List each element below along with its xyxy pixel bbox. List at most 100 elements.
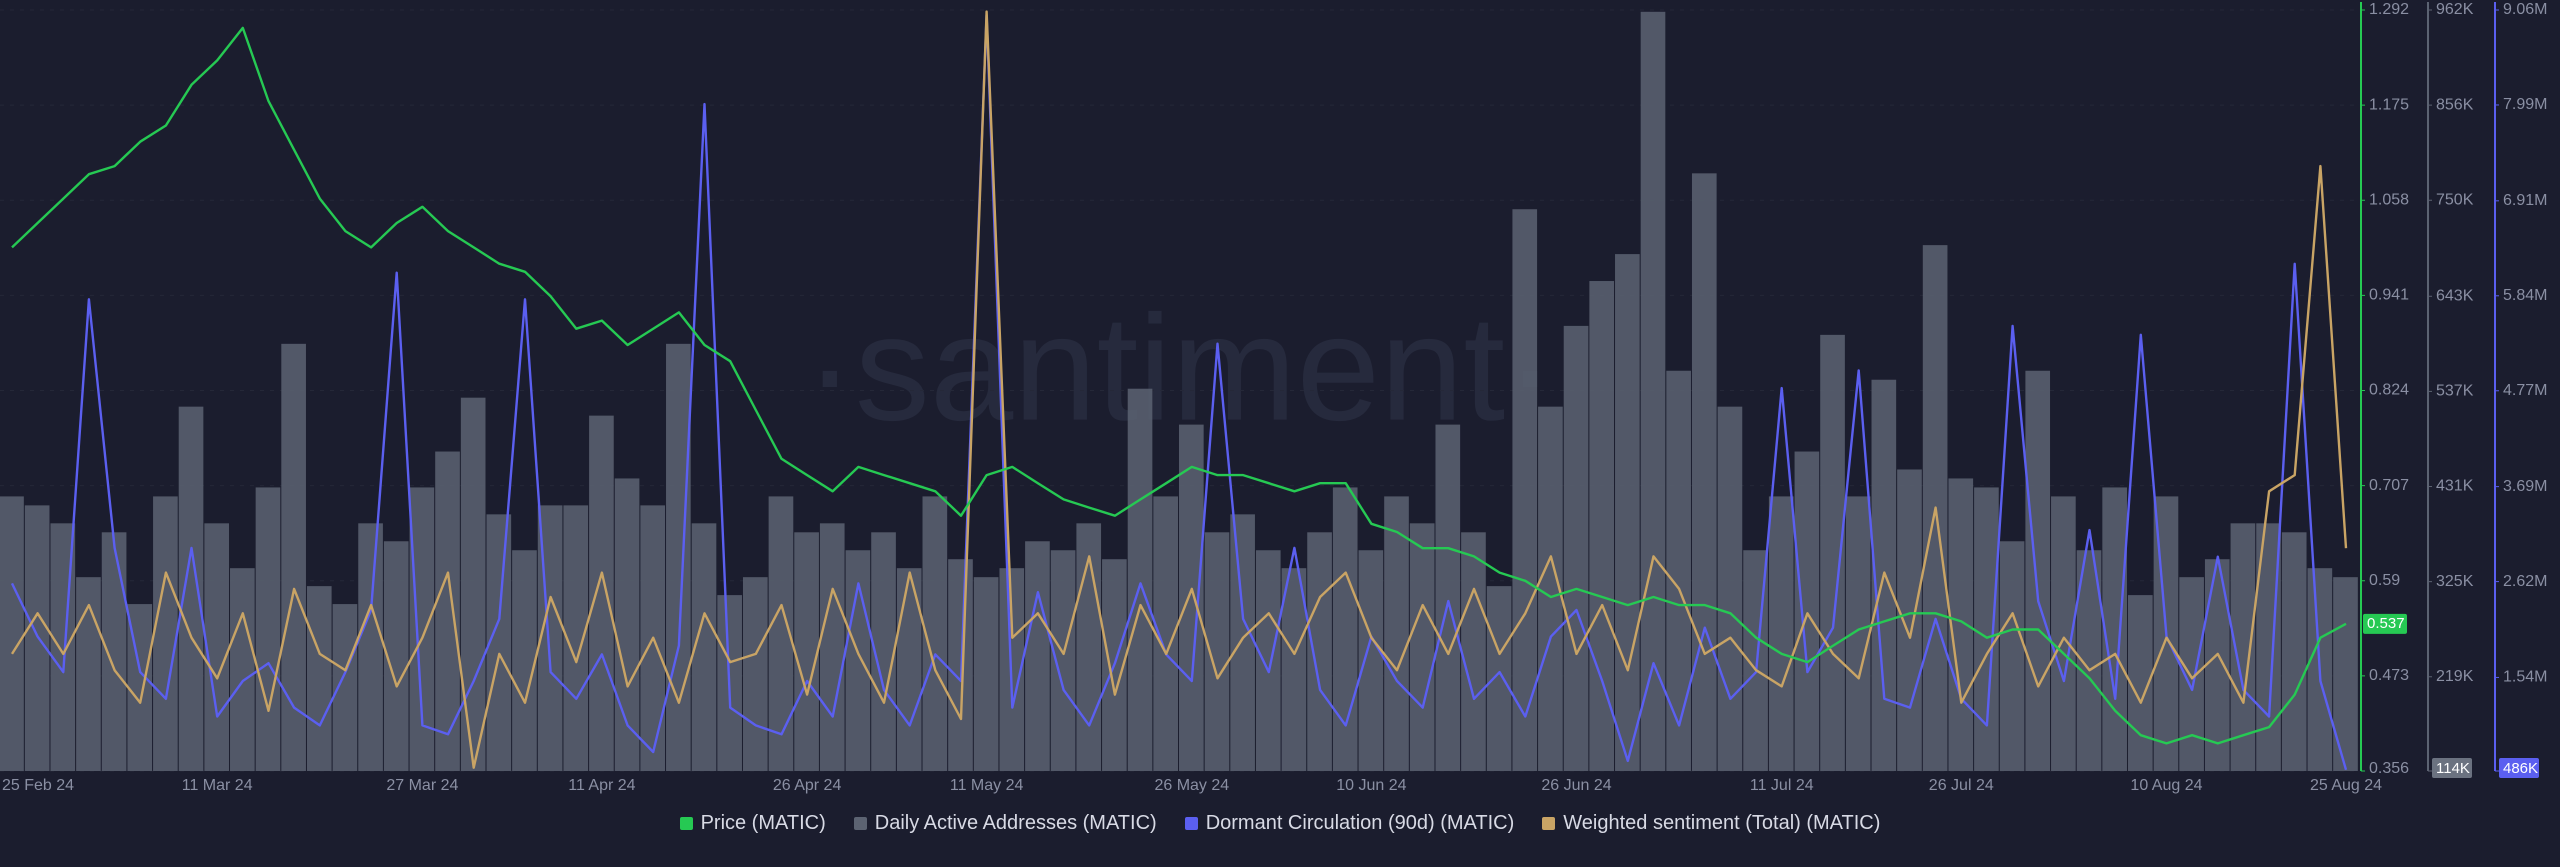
y-tick-label: 1.058 <box>2369 191 2409 208</box>
bar <box>1486 586 1512 771</box>
bar <box>1589 281 1615 771</box>
bar <box>1768 496 1794 771</box>
y-tick-label: 0.356 <box>2369 760 2409 777</box>
bar <box>1461 532 1486 771</box>
price-badge-label: 0.537 <box>2367 615 2405 632</box>
y-tick-label: 750K <box>2436 191 2474 208</box>
legend-label: Price (MATIC) <box>700 812 826 834</box>
y-tick-label: 537K <box>2436 383 2474 400</box>
bar <box>281 343 306 771</box>
price-badge <box>2363 613 2407 634</box>
chart: ·santiment· 0.356 0.473 0.59 0.707 0.824 0.94… <box>0 1 2547 794</box>
bar <box>1794 451 1820 771</box>
bar <box>1050 550 1076 771</box>
x-tick-label: 26 Apr 24 <box>773 777 842 794</box>
bar <box>76 577 101 771</box>
bar <box>1409 523 1435 771</box>
bar <box>1127 388 1153 771</box>
bar <box>794 532 819 771</box>
y-tick-label: 1.292 <box>2369 1 2409 18</box>
bar <box>101 532 127 771</box>
legend-swatch <box>853 817 867 830</box>
bar <box>2179 577 2204 771</box>
bar <box>358 523 383 771</box>
legend-item[interactable]: Dormant Circulation (90d) (MATIC) <box>1184 812 1514 835</box>
y-tick-label: 0.59 <box>2369 572 2400 589</box>
bar <box>435 451 460 771</box>
bar <box>0 496 24 771</box>
x-tick-label: 11 Jul 24 <box>1750 777 1814 794</box>
bar <box>1999 541 2025 771</box>
x-tick-label: 25 Aug 24 <box>2310 777 2382 794</box>
bar <box>24 505 50 771</box>
y-tick-label: 3.69M <box>2503 478 2547 495</box>
legend-item[interactable]: Price (MATIC) <box>679 812 826 835</box>
bar <box>614 478 640 771</box>
series-line <box>10 14 2348 771</box>
bar <box>1230 514 1255 771</box>
x-tick-label: 26 Jul 24 <box>1929 777 1994 794</box>
x-tick-label: 11 Mar 24 <box>182 777 253 794</box>
y-tick-label: 0.473 <box>2369 667 2409 684</box>
y-tick-label: 0.941 <box>2369 287 2409 304</box>
x-tick-label: 27 Mar 24 <box>386 777 458 794</box>
bar <box>1384 496 1409 771</box>
y-tick-label: 6.91M <box>2503 192 2547 209</box>
bar <box>973 577 999 771</box>
y-tick-label: 9.06M <box>2503 1 2547 18</box>
bar <box>1948 478 1974 771</box>
bar <box>306 586 332 771</box>
bar <box>1615 254 1640 771</box>
x-tick-label: 10 Jun 24 <box>1336 777 1406 794</box>
y-tick-label: 4.77M <box>2503 382 2547 399</box>
x-tick-label: 26 Jun 24 <box>1541 777 1611 794</box>
bar <box>2025 370 2051 771</box>
y-tick-label: 856K <box>2436 96 2474 113</box>
bar <box>512 550 537 771</box>
bar <box>1332 487 1358 771</box>
legend-label: Daily Active Addresses (MATIC) <box>874 812 1157 834</box>
y-tick-label: 486K <box>2503 760 2538 777</box>
bar <box>1691 173 1717 772</box>
bar <box>1563 325 1589 771</box>
series-line <box>11 26 2347 745</box>
legend-swatch <box>679 817 693 830</box>
bar <box>1512 209 1538 771</box>
series-line <box>10 10 2348 769</box>
bar <box>1640 11 1666 772</box>
bar <box>1974 487 1999 771</box>
axis-badge <box>2499 758 2539 778</box>
axis-badge <box>2432 758 2472 778</box>
bar <box>1281 568 1307 771</box>
y-tick-label: 5.84M <box>2503 287 2547 304</box>
bar <box>1435 424 1461 771</box>
bar <box>2102 487 2127 771</box>
y-tick-label: 325K <box>2436 573 2474 590</box>
x-tick-label: 11 May 24 <box>950 777 1024 794</box>
y-tick-label: 1.54M <box>2503 669 2547 686</box>
y-tick-label: 0.707 <box>2369 477 2409 494</box>
y-tick-label: 0.824 <box>2369 382 2409 399</box>
bar <box>666 343 691 771</box>
legend-swatch <box>1184 817 1198 830</box>
y-tick-label: 962K <box>2436 1 2474 18</box>
legend-item[interactable]: Daily Active Addresses (MATIC) <box>853 812 1157 835</box>
y-tick-label: 431K <box>2436 478 2474 495</box>
bar <box>460 397 486 771</box>
x-tick-label: 25 Feb 24 <box>2 777 74 794</box>
bar <box>153 496 178 771</box>
bar <box>1307 532 1332 771</box>
legend-swatch <box>1542 817 1556 830</box>
bar <box>1076 523 1102 771</box>
bar <box>204 523 230 771</box>
x-tick-label: 10 Aug 24 <box>2130 777 2202 794</box>
bar <box>819 523 845 771</box>
x-tick-label: 11 Apr 24 <box>568 777 635 794</box>
legend-item[interactable]: Weighted sentiment (Total) (MATIC) <box>1542 812 1880 835</box>
bar <box>255 487 281 771</box>
bar <box>1025 541 1050 771</box>
bar <box>1255 550 1281 771</box>
bar <box>1358 550 1384 771</box>
watermark: ·santiment· <box>805 284 1555 452</box>
